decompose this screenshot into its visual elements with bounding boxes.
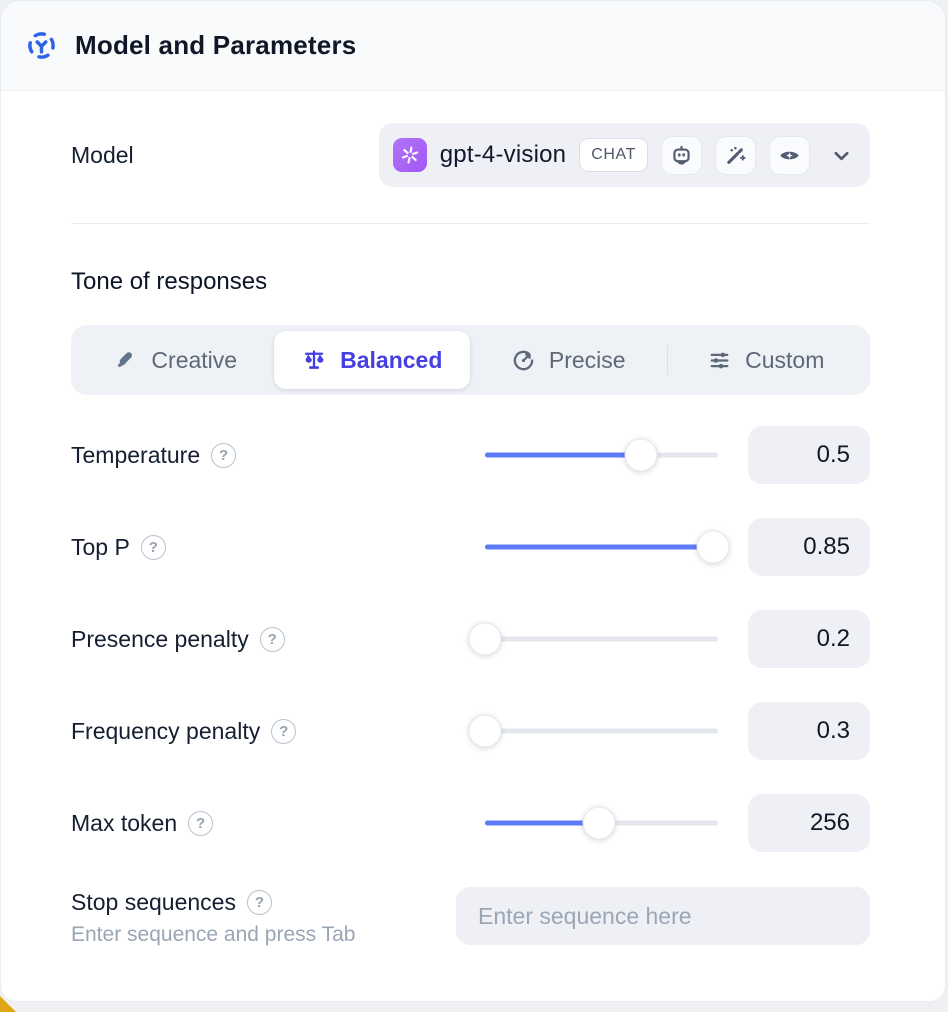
chevron-down-icon	[829, 143, 854, 168]
slider-thumb[interactable]	[468, 622, 502, 656]
param-label: Max token	[71, 809, 178, 836]
param-row-temperature: Temperature ? 0.5	[71, 423, 870, 487]
slider-thumb[interactable]	[696, 530, 730, 564]
help-icon[interactable]: ?	[271, 718, 297, 744]
param-label: Temperature	[71, 441, 201, 468]
vision-eye-icon	[769, 135, 810, 175]
tone-option-balanced[interactable]: Balanced	[273, 331, 470, 389]
section-divider	[71, 223, 870, 224]
sliders-icon	[707, 348, 732, 373]
tone-option-creative[interactable]: Creative	[77, 331, 274, 389]
presence-penalty-value[interactable]: 0.2	[748, 610, 870, 668]
help-icon[interactable]: ?	[246, 890, 272, 915]
panel-header: Model and Parameters	[1, 1, 945, 91]
stop-sequences-hint: Enter sequence and press Tab	[71, 923, 356, 946]
paintbrush-icon	[113, 348, 138, 373]
temperature-value[interactable]: 0.5	[748, 426, 870, 484]
param-label: Top P	[71, 533, 130, 560]
top-p-value[interactable]: 0.85	[748, 518, 870, 576]
max-token-value[interactable]: 256	[748, 794, 870, 852]
model-type-badge: CHAT	[579, 138, 648, 172]
slider-thumb[interactable]	[582, 806, 616, 840]
help-icon[interactable]: ?	[188, 810, 214, 836]
balance-scale-icon	[301, 347, 327, 373]
param-row-max-token: Max token ? 256	[71, 791, 870, 855]
param-row-top-p: Top P ? 0.85	[71, 515, 870, 579]
target-icon	[511, 348, 536, 373]
param-row-frequency-penalty: Frequency penalty ? 0.3	[71, 699, 870, 763]
frequency-penalty-value[interactable]: 0.3	[748, 702, 870, 760]
slider-thumb[interactable]	[624, 438, 658, 472]
model-3d-icon	[26, 30, 57, 61]
stop-sequences-label: Stop sequences	[71, 889, 236, 915]
slider-fill	[485, 544, 714, 550]
help-icon[interactable]: ?	[140, 534, 166, 560]
help-icon[interactable]: ?	[259, 626, 285, 652]
frequency-penalty-slider[interactable]	[468, 713, 718, 749]
presence-penalty-slider[interactable]	[468, 621, 718, 657]
max-token-slider[interactable]	[485, 805, 718, 841]
openai-logo	[392, 138, 427, 172]
tone-option-custom[interactable]: Custom	[668, 331, 865, 389]
tone-option-label: Balanced	[340, 346, 443, 373]
slider-track[interactable]	[485, 636, 718, 642]
help-icon[interactable]: ?	[211, 442, 237, 468]
param-label: Presence penalty	[71, 625, 249, 652]
model-label: Model	[71, 141, 134, 168]
tone-option-precise[interactable]: Precise	[470, 331, 667, 389]
slider-fill	[485, 820, 600, 826]
slider-track[interactable]	[485, 728, 718, 734]
top-p-slider[interactable]	[485, 529, 730, 565]
temperature-slider[interactable]	[485, 437, 718, 473]
tone-option-label: Creative	[151, 346, 238, 373]
slider-fill	[485, 452, 642, 458]
stop-sequence-input[interactable]	[456, 887, 870, 945]
tone-option-label: Custom	[745, 346, 825, 373]
model-select-dropdown[interactable]: gpt-4-vision CHAT	[378, 123, 870, 187]
selected-model-name: gpt-4-vision	[439, 141, 567, 168]
tone-segmented-control: Creative Balanced	[71, 325, 870, 395]
tone-heading: Tone of responses	[71, 268, 268, 295]
tone-option-label: Precise	[548, 346, 626, 373]
stop-sequences-row: Stop sequences ? Enter sequence and pres…	[71, 887, 870, 987]
assistant-robot-icon	[661, 135, 702, 175]
segment-divider	[666, 345, 668, 375]
panel-title: Model and Parameters	[75, 30, 357, 60]
magic-wand-icon	[715, 135, 756, 175]
model-row: Model gpt-4-visi	[71, 123, 870, 187]
param-label: Frequency penalty	[71, 717, 261, 744]
param-row-presence-penalty: Presence penalty ? 0.2	[71, 607, 870, 671]
slider-thumb[interactable]	[468, 714, 502, 748]
